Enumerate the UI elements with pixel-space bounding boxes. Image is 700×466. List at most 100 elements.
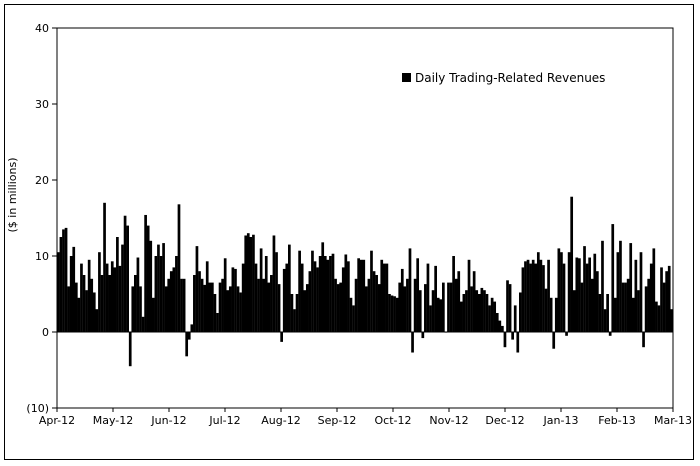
bar xyxy=(67,286,70,332)
bar xyxy=(175,256,178,332)
bar xyxy=(408,248,412,332)
bar xyxy=(203,284,206,332)
bar xyxy=(411,332,414,353)
bar xyxy=(231,267,235,332)
bar xyxy=(323,256,327,332)
bar xyxy=(519,292,522,332)
bar xyxy=(524,261,527,332)
bar xyxy=(398,282,402,332)
bar xyxy=(182,278,186,332)
bar xyxy=(80,263,83,332)
bar xyxy=(459,301,463,332)
bar xyxy=(157,244,160,332)
bar xyxy=(385,263,389,332)
bar xyxy=(257,278,260,332)
bar xyxy=(362,259,366,332)
bar xyxy=(277,284,281,332)
bar xyxy=(228,286,232,332)
bar xyxy=(121,244,124,332)
bar xyxy=(236,286,240,332)
bar xyxy=(649,263,653,332)
bar xyxy=(134,275,137,332)
bar xyxy=(64,227,68,332)
y-tick-label: (10) xyxy=(26,402,49,415)
bar xyxy=(631,297,635,332)
bar xyxy=(598,294,602,332)
bar xyxy=(431,290,435,332)
bar xyxy=(526,259,530,332)
bar xyxy=(542,265,545,332)
bar xyxy=(513,305,517,332)
bar xyxy=(472,271,476,332)
bar xyxy=(603,309,607,332)
bar xyxy=(495,313,499,332)
bar xyxy=(439,299,443,332)
bar xyxy=(244,235,248,332)
bar xyxy=(198,271,201,332)
bar xyxy=(593,253,597,332)
bar xyxy=(434,265,437,332)
bar xyxy=(254,263,258,332)
bar xyxy=(390,295,394,332)
x-tick-label: Aug-12 xyxy=(261,414,300,427)
bar xyxy=(667,265,671,332)
x-tick-label: Sep-12 xyxy=(318,414,357,427)
bar xyxy=(467,259,471,332)
plot-area-border xyxy=(56,27,674,409)
bar xyxy=(177,204,181,332)
bar xyxy=(241,263,245,332)
bar xyxy=(218,282,222,332)
bar xyxy=(657,305,661,332)
bar xyxy=(85,290,88,332)
bar xyxy=(367,278,371,332)
bar xyxy=(275,252,278,332)
bar xyxy=(234,268,237,332)
bar xyxy=(146,225,150,332)
bar xyxy=(100,275,104,332)
bar xyxy=(359,259,363,332)
bar xyxy=(341,267,345,332)
bar xyxy=(282,268,286,332)
bar xyxy=(511,332,514,340)
bar xyxy=(647,278,651,332)
bar xyxy=(596,271,599,332)
y-axis-label: ($ in millions) xyxy=(6,158,19,233)
bar xyxy=(357,258,360,332)
y-tick-label: 30 xyxy=(35,98,49,111)
bar xyxy=(536,252,540,332)
bar xyxy=(154,256,158,332)
bar xyxy=(105,263,109,332)
bar xyxy=(601,240,604,332)
bar xyxy=(447,282,450,332)
bar xyxy=(59,237,63,332)
bar xyxy=(508,284,512,332)
bar xyxy=(110,261,114,332)
bar xyxy=(118,265,122,332)
bar xyxy=(259,248,263,332)
bar xyxy=(426,263,430,332)
bar xyxy=(116,237,119,332)
bar xyxy=(490,297,494,332)
bar xyxy=(395,297,399,332)
bar xyxy=(169,271,173,332)
axes-group xyxy=(56,27,674,409)
bar xyxy=(313,261,317,332)
bar xyxy=(565,332,568,336)
bar xyxy=(572,290,576,332)
bar xyxy=(418,290,422,332)
x-tick-label: Jan-13 xyxy=(543,414,579,427)
bar xyxy=(557,248,561,332)
bar xyxy=(252,234,255,332)
bar xyxy=(295,294,299,332)
bar xyxy=(652,248,656,332)
bar xyxy=(670,309,674,332)
bar xyxy=(262,278,266,332)
bar xyxy=(108,275,112,332)
bar xyxy=(406,278,409,332)
bar xyxy=(329,256,332,332)
bar xyxy=(226,290,230,332)
bar xyxy=(493,301,497,332)
bar xyxy=(74,282,78,332)
x-tick-label: Jul-12 xyxy=(208,414,240,427)
bar xyxy=(452,256,455,332)
